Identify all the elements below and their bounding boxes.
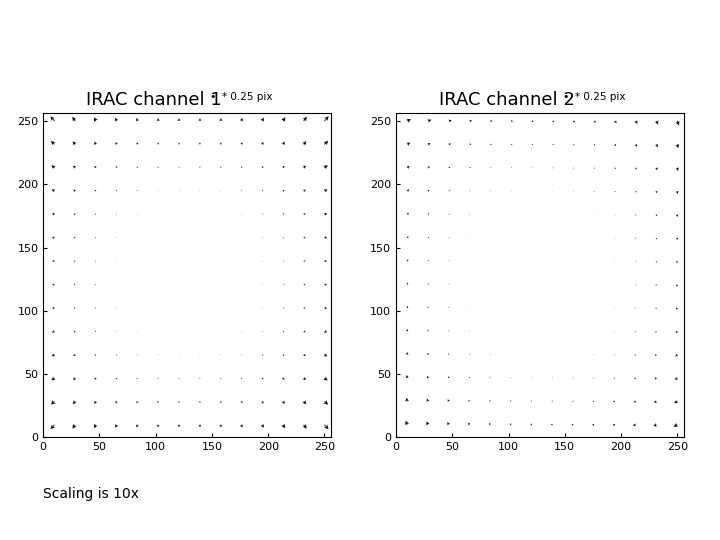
Text: * 0.25 pix: * 0.25 pix [222, 92, 272, 102]
Text: •: • [562, 92, 569, 102]
Text: Scaling is 10x: Scaling is 10x [43, 487, 139, 501]
Text: •: • [210, 92, 216, 102]
Text: IRAC channel 1: IRAC channel 1 [86, 91, 222, 109]
Text: IRAC channel 2: IRAC channel 2 [439, 91, 575, 109]
Text: * 0.25 pix: * 0.25 pix [575, 92, 625, 102]
